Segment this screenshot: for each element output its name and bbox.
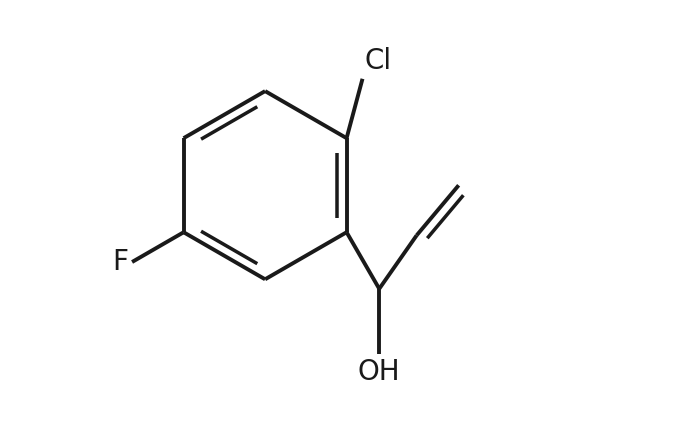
Text: Cl: Cl <box>364 47 392 75</box>
Text: F: F <box>112 248 129 276</box>
Text: OH: OH <box>358 358 401 386</box>
